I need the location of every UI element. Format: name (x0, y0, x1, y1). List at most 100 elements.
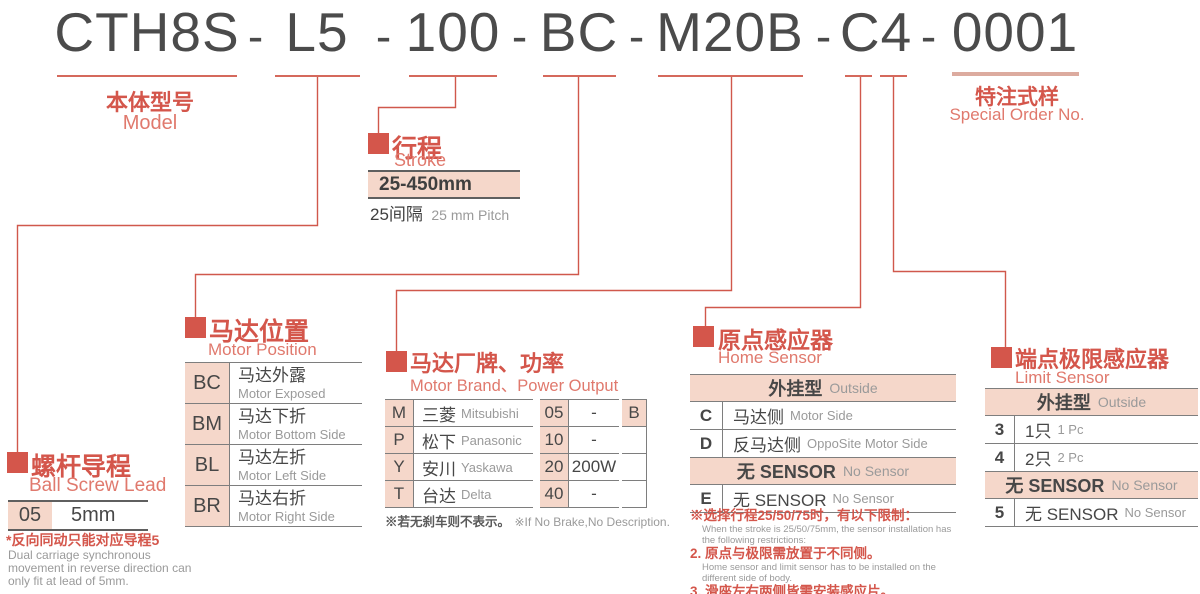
table-row: 20 200W (540, 454, 619, 481)
table-row: BC 马达外露 Motor Exposed (185, 363, 362, 404)
model-segment-motor-position: BC (539, 1, 619, 63)
underline-home-sensor (845, 75, 872, 77)
limit-sensor-zh: 2只 (1025, 450, 1052, 469)
table-row: 3 1只 1 Pc (985, 416, 1198, 444)
table-row: M 三菱 Mitsubishi (385, 400, 533, 427)
model-segment-lead: L5 (285, 1, 349, 63)
limit-sensor-table: 外挂型 Outside 3 1只 1 Pc 4 2只 2 Pc 无 SENSOR N… (985, 388, 1198, 527)
motor-brand-en: Yaskawa (461, 459, 513, 475)
underline-special-order (952, 72, 1079, 76)
motor-power-code: 40 (540, 481, 569, 507)
home-sensor-en: No Sensor (832, 491, 894, 506)
note-line: different side of body. (702, 573, 792, 584)
home-sensor-zh: 无 SENSOR (733, 491, 827, 510)
group-label-zh: 无 SENSOR (1005, 476, 1105, 496)
note-line: When the stroke is 25/50/75mm, the senso… (702, 524, 952, 535)
motor-brand-en: Mitsubishi (461, 405, 519, 421)
motor-power-value: - (591, 403, 597, 422)
motor-brake-empty-cell (622, 481, 647, 507)
leader-line-stroke (377, 76, 457, 133)
motor-power-value: 200W (571, 457, 617, 476)
table-row (622, 427, 647, 454)
table-row: 40 - (540, 481, 619, 508)
table-row: D 反马达侧 OppoSite Motor Side (690, 430, 956, 458)
limit-sensor-group-nosensor: 无 SENSOR No Sensor (985, 472, 1198, 499)
motor-position-code: BM (185, 404, 230, 444)
home-sensor-notes: ※选择行程25/50/75时，有以下限制： When the stroke is… (690, 508, 990, 594)
home-sensor-en: OppoSite Motor Side (807, 436, 928, 451)
limit-sensor-en: 2 Pc (1057, 450, 1084, 465)
motor-power-code: 20 (540, 454, 569, 480)
home-sensor-code: C (690, 402, 723, 429)
stroke-title-zh: 行程 (392, 135, 443, 163)
motor-position-en: Motor Exposed (238, 386, 326, 401)
motor-brand-zh: 台达 (422, 486, 456, 506)
motor-power-code: 10 (540, 427, 569, 453)
motor-position-marker-square (185, 317, 206, 338)
motor-brake-column: B (622, 399, 647, 508)
model-label-en: Model (122, 112, 178, 134)
motor-brake-empty-cell (622, 454, 647, 480)
group-label-en: No Sensor (842, 463, 910, 479)
note-line: movement in reverse direction can (8, 561, 192, 575)
note-line: the following restrictions: (702, 535, 807, 546)
motor-power-value: - (591, 484, 597, 503)
ball-screw-title-en: Ball Screw Lead (29, 475, 167, 496)
limit-sensor-title-en: Limit Sensor (1015, 368, 1110, 387)
table-row: 5 无 SENSOR No Sensor (985, 499, 1198, 527)
motor-brand-en: Delta (461, 486, 492, 502)
table-row: 10 - (540, 427, 619, 454)
home-sensor-title-en: Home Sensor (718, 348, 822, 367)
underline-body (57, 75, 237, 77)
home-sensor-en: Motor Side (790, 408, 853, 423)
motor-position-zh: 马达外露 (238, 366, 306, 385)
limit-sensor-en: No Sensor (1124, 505, 1186, 520)
model-segment-body: CTH8S (54, 1, 240, 63)
ball-screw-marker-square (7, 452, 28, 473)
home-sensor-marker-square (693, 326, 714, 347)
stroke-pitch-zh: 25间隔 (370, 205, 423, 224)
model-segment-stroke: 100 (405, 1, 501, 63)
table-row: E 无 SENSOR No Sensor (690, 485, 956, 513)
home-sensor-group-outside: 外挂型 Outside (690, 375, 956, 402)
ball-screw-value: 5mm (71, 504, 116, 526)
group-label-zh: 外挂型 (1036, 393, 1091, 413)
model-hyphen: - (628, 10, 646, 62)
stroke-range-value: 25-450mm (379, 173, 472, 195)
model-hyphen: - (920, 10, 938, 62)
table-row (622, 454, 647, 481)
motor-position-title-zh: 马达位置 (209, 318, 310, 346)
motor-brand-zh: 安川 (422, 459, 456, 479)
limit-sensor-marker-square (991, 347, 1012, 368)
motor-brand-note-zh: ※若无刹车则不表示。 (385, 515, 511, 529)
table-row: B (622, 400, 647, 427)
motor-brand-en: Panasonic (461, 432, 522, 448)
motor-position-zh: 马达右折 (238, 489, 306, 508)
note-line: Dual carriage synchronous (8, 548, 151, 562)
table-row: T 台达 Delta (385, 481, 533, 508)
table-row (622, 481, 647, 508)
motor-brake-code: B (622, 400, 647, 426)
home-sensor-zh: 反马达侧 (733, 436, 801, 455)
table-row: BL 马达左折 Motor Left Side (185, 445, 362, 486)
home-sensor-group-nosensor: 无 SENSOR No Sensor (690, 458, 956, 485)
motor-position-en: Motor Left Side (238, 468, 327, 483)
group-label-zh: 外挂型 (768, 379, 823, 399)
motor-brand-zh: 松下 (422, 432, 456, 452)
stroke-pitch-en: 25 mm Pitch (431, 207, 510, 223)
underline-motor-position (543, 75, 616, 77)
underline-lead (275, 75, 360, 77)
model-segment-special: 0001 (951, 1, 1079, 63)
motor-brand-title-zh: 马达厂牌、功率 (410, 351, 565, 376)
group-label-en: Outside (829, 380, 878, 396)
limit-sensor-group-outside: 外挂型 Outside (985, 389, 1198, 416)
motor-position-title-en: Motor Position (208, 340, 317, 359)
note-line: Home sensor and limit sensor has to be i… (702, 562, 936, 573)
home-sensor-table: 外挂型 Outside C 马达侧 Motor Side D 反马达侧 OppoSi… (690, 374, 956, 513)
limit-sensor-code: 4 (985, 444, 1015, 471)
motor-position-zh: 马达左折 (238, 448, 306, 467)
group-label-en: No Sensor (1111, 477, 1178, 493)
note-line: 2. 原点与极限需放置于不同侧。 (690, 546, 881, 561)
limit-sensor-zh: 无 SENSOR (1025, 505, 1119, 524)
